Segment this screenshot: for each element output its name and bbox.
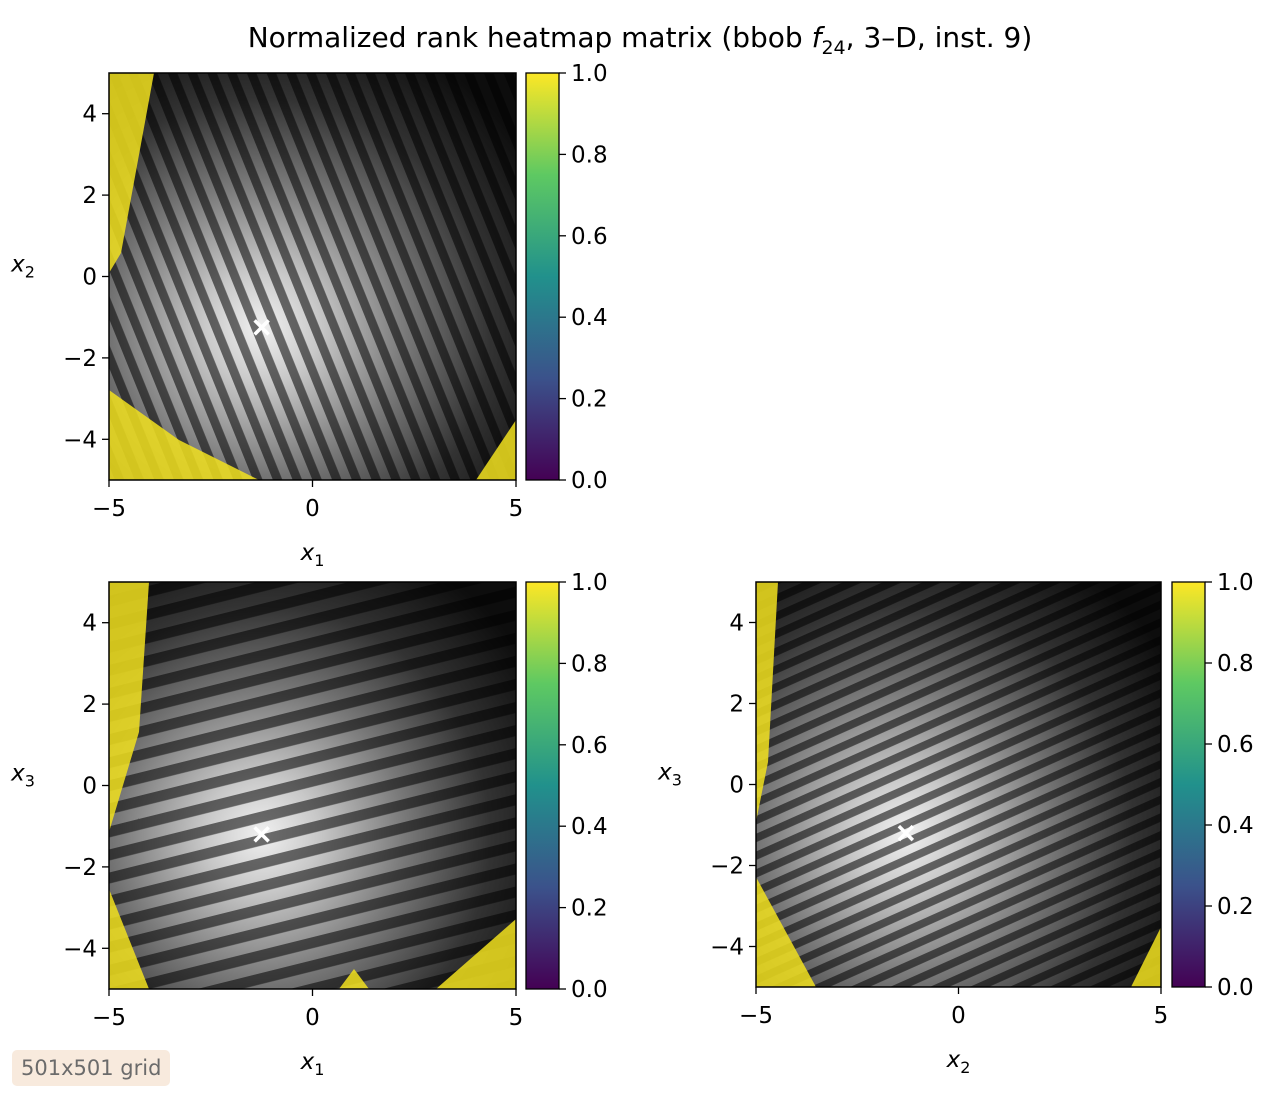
figure-title: Normalized rank heatmap matrix (bbob f24… xyxy=(248,21,1033,59)
y-tick-label: −2 xyxy=(63,346,97,372)
colorbar-tick-label: 0.4 xyxy=(1217,813,1254,839)
colorbar-tick-label: 0.0 xyxy=(571,468,608,494)
high-rank-region-bottom-right xyxy=(436,919,516,989)
x-tick-label: −5 xyxy=(92,496,126,522)
heatmap-oscillation-texture xyxy=(109,73,516,480)
colorbar-tick-label: 1.0 xyxy=(571,61,608,87)
colorbar-tick-label: 0.0 xyxy=(1217,975,1254,1001)
y-tick-label: −2 xyxy=(63,855,97,881)
colorbar-tick-label: 0.8 xyxy=(1217,651,1254,677)
colorbar: 0.0 0.2 0.4 0.6 0.8 1.0 xyxy=(1171,570,1254,1001)
high-rank-region-bottom-mid xyxy=(339,969,369,989)
x-axis-label: x1 xyxy=(300,1049,325,1079)
colorbar-gradient xyxy=(525,581,560,990)
y-tick-label: 4 xyxy=(82,102,97,128)
y-tick-label: 2 xyxy=(82,183,97,209)
colorbar-tick-label: 0.6 xyxy=(1217,732,1254,758)
optimum-marker xyxy=(253,319,270,336)
x-tick-label: 0 xyxy=(305,496,320,522)
colorbar-tick-label: 0.6 xyxy=(571,224,608,250)
high-rank-region-bottom-left xyxy=(756,877,816,987)
y-tick-label: 2 xyxy=(729,692,744,718)
colorbar-tick-label: 0.2 xyxy=(571,387,608,413)
x-tick-label: −5 xyxy=(739,1003,773,1029)
colorbar-tick-label: 0.6 xyxy=(571,733,608,759)
colorbar-tick-label: 0.8 xyxy=(571,142,608,168)
colorbar-tick-label: 0.4 xyxy=(571,814,608,840)
y-tick-label: 2 xyxy=(82,692,97,718)
y-tick-label: 0 xyxy=(82,774,97,800)
colorbar-gradient xyxy=(1171,581,1206,988)
colorbar-tick-label: 0.2 xyxy=(1217,894,1254,920)
heatmap-oscillation-texture xyxy=(109,582,516,989)
high-rank-region-bottom-left xyxy=(109,889,149,989)
heatmap-oscillation-texture xyxy=(756,582,1161,987)
y-tick-label: −4 xyxy=(63,427,97,453)
colorbar-tick-label: 1.0 xyxy=(571,570,608,596)
high-rank-region-bottom-right xyxy=(1131,927,1161,987)
x-tick-label: −5 xyxy=(92,1005,126,1031)
y-tick-label: −4 xyxy=(710,935,744,961)
y-axis-label: x3 xyxy=(10,761,35,791)
x-tick-label: 5 xyxy=(509,496,524,522)
high-rank-region-bottom-right xyxy=(476,420,516,480)
high-rank-region-top-left xyxy=(109,73,154,273)
heatmap-panel-x1-x2: −5 0 5 −4 −2 0 2 4 x1 x2 0.0 0.2 0.4 0.6 0.8 1.0 xyxy=(10,61,607,570)
y-axis-label: x2 xyxy=(10,252,35,282)
y-tick-label: 0 xyxy=(82,265,97,291)
optimum-marker xyxy=(253,826,270,843)
high-rank-region-bottom-left xyxy=(109,390,259,480)
colorbar-tick-label: 0.0 xyxy=(571,977,608,1003)
colorbar-tick-label: 0.4 xyxy=(571,305,608,331)
x-tick-label: 0 xyxy=(951,1003,966,1029)
colorbar-tick-label: 0.8 xyxy=(571,651,608,677)
y-tick-label: −4 xyxy=(63,936,97,962)
y-tick-label: 0 xyxy=(729,773,744,799)
x-axis-label: x1 xyxy=(300,540,325,570)
heatmap-panel-x1-x3: −5 0 5 −4 −2 0 2 4 x1 x3 0.0 0.2 0.4 0.6 0.8 1.0 xyxy=(10,570,607,1079)
x-tick-label: 5 xyxy=(509,1005,524,1031)
optimum-marker xyxy=(897,824,915,842)
y-axis-label: x3 xyxy=(657,760,682,790)
y-tick-label: 4 xyxy=(82,611,97,637)
colorbar: 0.0 0.2 0.4 0.6 0.8 1.0 xyxy=(525,61,608,494)
colorbar-tick-label: 1.0 xyxy=(1217,570,1254,596)
y-tick-label: −2 xyxy=(710,854,744,880)
y-tick-label: 4 xyxy=(729,611,744,637)
heatmap-panel-x2-x3: −5 0 5 −4 −2 0 2 4 x2 x3 0.0 0.2 0.4 0.6 0.8 1.0 xyxy=(657,570,1253,1077)
colorbar-tick-label: 0.2 xyxy=(571,896,608,922)
colorbar: 0.0 0.2 0.4 0.6 0.8 1.0 xyxy=(525,570,608,1003)
x-axis-label: x2 xyxy=(946,1047,971,1077)
x-tick-label: 5 xyxy=(1154,1003,1169,1029)
colorbar-gradient xyxy=(525,72,560,481)
grid-size-badge: 501x501 grid xyxy=(12,1050,171,1086)
x-tick-label: 0 xyxy=(305,1005,320,1031)
high-rank-region-top-left xyxy=(109,582,149,832)
high-rank-region-left xyxy=(756,582,778,822)
